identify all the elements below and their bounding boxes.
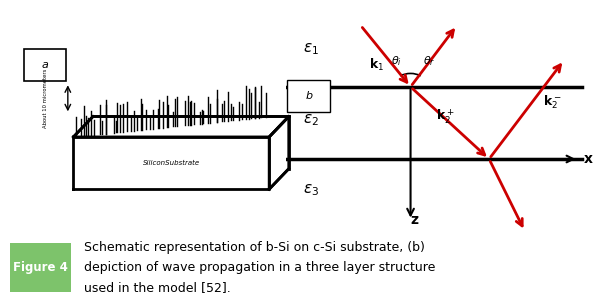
- Text: $\theta_i$: $\theta_i$: [391, 54, 402, 68]
- Text: a: a: [42, 60, 49, 70]
- Text: About 10 micrometers: About 10 micrometers: [43, 69, 48, 128]
- Text: $\theta_r$: $\theta_r$: [423, 54, 436, 68]
- Text: depiction of wave propagation in a three layer structure: depiction of wave propagation in a three…: [84, 261, 436, 274]
- Text: $\varepsilon_3$: $\varepsilon_3$: [303, 183, 320, 199]
- Text: z: z: [411, 213, 419, 228]
- Text: used in the model [52].: used in the model [52].: [84, 280, 231, 294]
- Text: x: x: [584, 152, 593, 166]
- FancyBboxPatch shape: [24, 49, 67, 81]
- FancyBboxPatch shape: [287, 80, 330, 112]
- Text: $\varepsilon_1$: $\varepsilon_1$: [303, 41, 320, 57]
- Text: SiliconSubstrate: SiliconSubstrate: [143, 160, 200, 166]
- Polygon shape: [269, 117, 289, 189]
- FancyBboxPatch shape: [10, 243, 71, 292]
- Polygon shape: [73, 117, 289, 137]
- Text: b: b: [305, 91, 312, 101]
- Text: $\mathbf{k}_1$: $\mathbf{k}_1$: [369, 57, 384, 74]
- Text: Schematic representation of b-Si on c-Si substrate, (b): Schematic representation of b-Si on c-Si…: [84, 241, 425, 254]
- Text: $\mathbf{k}_2^-$: $\mathbf{k}_2^-$: [543, 94, 561, 111]
- Text: $\mathbf{k}_2^+$: $\mathbf{k}_2^+$: [436, 107, 454, 126]
- Text: $\varepsilon_2$: $\varepsilon_2$: [303, 112, 320, 128]
- Text: Figure 4: Figure 4: [13, 261, 68, 274]
